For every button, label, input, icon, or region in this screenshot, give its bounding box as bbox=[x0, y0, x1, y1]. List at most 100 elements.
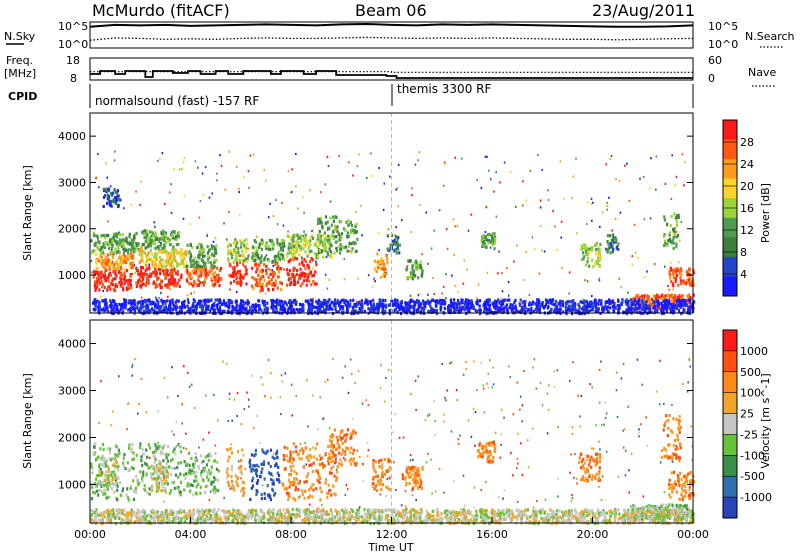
echo-cell bbox=[159, 272, 162, 276]
echo-cell bbox=[681, 294, 684, 298]
echo-cell bbox=[398, 243, 401, 247]
echo-cell bbox=[182, 260, 185, 264]
echo-cell bbox=[309, 303, 312, 307]
scatter-cell bbox=[126, 428, 128, 431]
scatter-cell bbox=[622, 363, 625, 366]
echo-cell bbox=[519, 298, 522, 302]
scatter-cell bbox=[330, 252, 333, 255]
echo-cell bbox=[94, 442, 97, 446]
echo-cell bbox=[222, 299, 225, 303]
echo-cell bbox=[272, 288, 275, 292]
echo-cell bbox=[400, 299, 403, 303]
echo-cell bbox=[408, 275, 411, 280]
echo-cell bbox=[634, 304, 637, 308]
echo-cell bbox=[117, 204, 120, 209]
scatter-cell bbox=[571, 432, 574, 436]
echo-cell bbox=[324, 300, 327, 304]
scatter-cell bbox=[198, 216, 201, 219]
scatter-cell bbox=[575, 157, 577, 160]
scatter-cell bbox=[589, 383, 591, 386]
echo-cell bbox=[140, 455, 143, 459]
echo-cell bbox=[656, 294, 659, 298]
echo-cell bbox=[191, 245, 194, 250]
echo-cell bbox=[489, 309, 492, 313]
scatter-cell bbox=[205, 394, 207, 397]
echo-cell bbox=[155, 479, 158, 483]
echo-cell bbox=[663, 243, 666, 248]
echo-cell bbox=[377, 308, 380, 312]
echo-cell bbox=[394, 235, 397, 239]
echo-cell bbox=[167, 465, 170, 469]
echo-cell bbox=[197, 275, 200, 279]
scatter-cell bbox=[465, 361, 467, 364]
echo-cell bbox=[420, 274, 423, 278]
echo-cell bbox=[252, 259, 255, 263]
echo-cell bbox=[506, 307, 509, 311]
scatter-cell bbox=[107, 466, 110, 469]
scatter-cell bbox=[619, 211, 622, 214]
echo-cell bbox=[263, 303, 266, 307]
echo-cell bbox=[672, 271, 675, 275]
echo-cell bbox=[646, 306, 649, 310]
echo-cell bbox=[135, 246, 138, 250]
echo-cell bbox=[468, 306, 471, 310]
echo-cell bbox=[202, 283, 205, 287]
scatter-cell bbox=[189, 223, 192, 226]
echo-cell bbox=[278, 253, 282, 257]
echo-cell bbox=[588, 250, 591, 254]
echo-cell bbox=[209, 309, 212, 313]
echo-cell bbox=[98, 288, 101, 292]
echo-cell bbox=[677, 283, 680, 287]
echo-cell bbox=[315, 263, 318, 267]
echo-cell bbox=[326, 220, 329, 224]
echo-cell bbox=[670, 294, 673, 298]
echo-cell bbox=[534, 302, 537, 306]
echo-cell bbox=[329, 254, 332, 258]
echo-cell bbox=[298, 302, 302, 306]
echo-cell bbox=[335, 240, 338, 244]
echo-cell bbox=[606, 305, 609, 310]
echo-cell bbox=[144, 269, 147, 273]
echo-cell bbox=[174, 452, 177, 456]
echo-cell bbox=[145, 473, 148, 477]
echo-cell bbox=[609, 234, 612, 238]
echo-cell bbox=[166, 285, 169, 289]
scatter-cell bbox=[683, 184, 685, 187]
echo-cell bbox=[235, 241, 239, 245]
echo-cell bbox=[609, 306, 612, 310]
echo-cell bbox=[314, 270, 317, 274]
echo-cell bbox=[574, 302, 577, 306]
echo-cell bbox=[113, 490, 116, 494]
echo-cell bbox=[234, 238, 237, 242]
echo-cell bbox=[131, 443, 134, 447]
echo-cell bbox=[330, 244, 333, 248]
echo-cell bbox=[123, 255, 126, 259]
echo-cell bbox=[239, 240, 242, 244]
echo-cell bbox=[308, 279, 311, 283]
echo-cell bbox=[183, 303, 186, 307]
scatter-cell bbox=[233, 398, 236, 401]
echo-cell bbox=[208, 248, 211, 252]
scatter-cell bbox=[271, 269, 274, 272]
echo-cell bbox=[378, 299, 381, 303]
scatter-cell bbox=[686, 390, 689, 393]
scatter-cell bbox=[264, 179, 267, 182]
echo-cell bbox=[215, 251, 218, 255]
echo-cell bbox=[299, 284, 302, 288]
echo-cell bbox=[113, 461, 116, 465]
echo-cell bbox=[330, 255, 333, 260]
echo-cell bbox=[237, 246, 240, 251]
echo-cell bbox=[671, 239, 674, 243]
echo-cell bbox=[123, 259, 126, 263]
scatter-cell bbox=[317, 428, 319, 431]
echo-cell bbox=[107, 469, 110, 474]
echo-cell bbox=[255, 278, 258, 282]
scatter-cell bbox=[512, 474, 514, 477]
echo-cell bbox=[204, 268, 207, 272]
echo-cell bbox=[571, 299, 574, 303]
echo-cell bbox=[346, 231, 349, 235]
echo-cell bbox=[690, 283, 693, 287]
scatter-cell bbox=[193, 291, 196, 294]
echo-cell bbox=[138, 273, 141, 277]
echo-cell bbox=[142, 302, 145, 306]
